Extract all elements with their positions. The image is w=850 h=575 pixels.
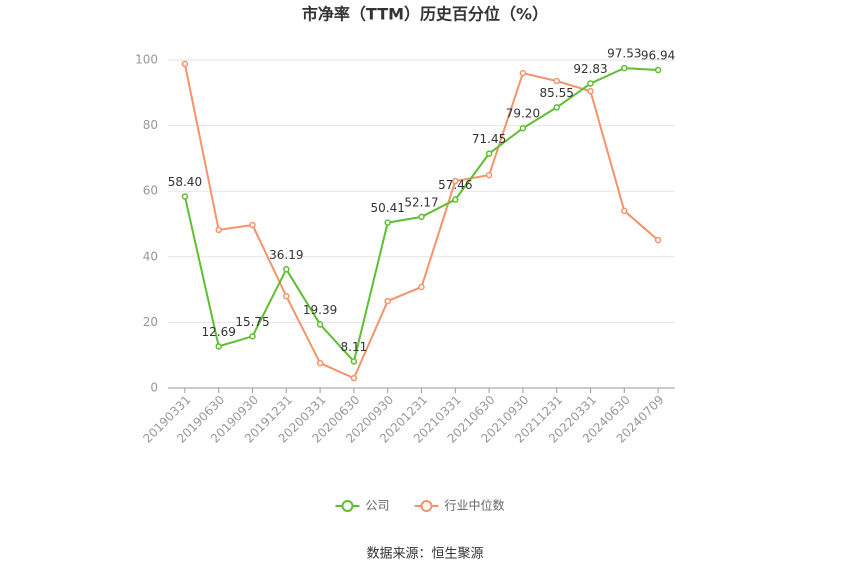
y-tick-label: 60 xyxy=(143,184,158,198)
data-point xyxy=(249,221,256,229)
data-point xyxy=(587,87,594,95)
data-point xyxy=(181,193,189,200)
data-point xyxy=(384,219,391,226)
data-label: 97.53 xyxy=(607,47,641,61)
data-point xyxy=(215,343,222,350)
data-label: 85.55 xyxy=(540,86,574,100)
y-tick-label: 100 xyxy=(135,53,158,67)
data-point xyxy=(350,374,358,382)
data-label: 92.83 xyxy=(573,62,607,76)
data-point xyxy=(350,358,358,365)
data-point xyxy=(553,104,560,111)
data-point xyxy=(181,60,189,68)
source-note: 数据来源：恒生聚源 xyxy=(366,547,483,562)
data-label: 57.46 xyxy=(438,178,472,192)
y-tick-label: 40 xyxy=(143,249,158,263)
data-point xyxy=(384,297,391,305)
data-label: 36.19 xyxy=(269,248,303,262)
data-label: 12.69 xyxy=(202,325,236,339)
data-label: 15.75 xyxy=(235,315,269,329)
legend-item: 公司 xyxy=(335,499,390,513)
data-point xyxy=(553,77,560,85)
legend-label: 公司 xyxy=(366,499,390,513)
data-label: 71.45 xyxy=(472,132,506,146)
data-point xyxy=(215,226,222,234)
data-point xyxy=(249,333,256,340)
y-tick-label: 0 xyxy=(150,381,158,395)
data-point xyxy=(452,196,459,203)
data-point xyxy=(654,236,662,244)
data-point xyxy=(283,292,290,300)
data-point xyxy=(485,171,493,179)
data-point xyxy=(316,321,324,328)
data-label: 96.94 xyxy=(641,49,675,63)
data-label: 58.40 xyxy=(168,175,202,189)
data-point xyxy=(587,80,594,87)
data-label: 52.17 xyxy=(404,195,438,209)
data-point xyxy=(621,64,628,72)
legend-marker xyxy=(420,500,433,512)
data-point xyxy=(485,150,493,157)
y-tick-label: 20 xyxy=(143,315,158,329)
data-label: 8.11 xyxy=(341,340,368,354)
legend-label: 行业中位数 xyxy=(445,498,505,513)
data-point xyxy=(519,69,527,77)
data-point xyxy=(519,124,527,132)
data-label: 79.20 xyxy=(506,107,540,121)
legend-marker xyxy=(341,500,354,512)
data-point xyxy=(418,283,425,291)
data-point xyxy=(654,66,662,74)
data-point xyxy=(452,177,459,185)
y-tick-label: 80 xyxy=(143,118,158,132)
legend-item: 行业中位数 xyxy=(414,498,505,513)
chart-title: 市净率（TTM）历史百分位（%） xyxy=(302,5,548,24)
data-point xyxy=(316,359,324,367)
data-label: 50.41 xyxy=(371,201,405,215)
data-point xyxy=(621,207,628,215)
data-point xyxy=(418,213,425,221)
data-point xyxy=(283,266,290,273)
data-label: 19.39 xyxy=(303,303,337,317)
